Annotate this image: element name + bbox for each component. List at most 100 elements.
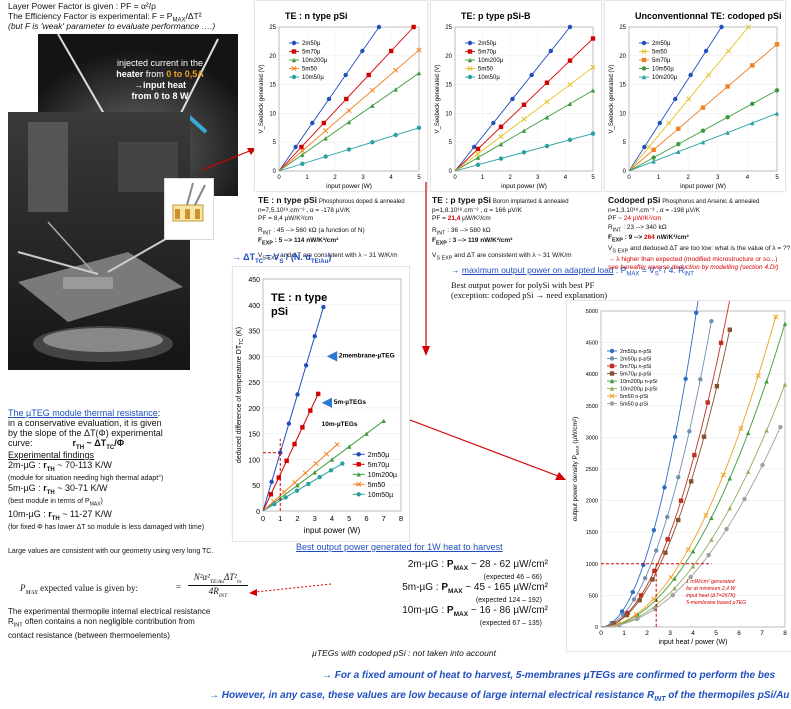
series-marker [294, 488, 300, 493]
best-output-block: Best output power generated for 1W heat … [296, 542, 503, 552]
y-axis-label: V_Seebeck generated (V) [609, 64, 615, 133]
series-marker [286, 421, 292, 426]
x-tick-label: 5 [714, 630, 718, 637]
series-marker [727, 327, 732, 332]
legend-marker [467, 74, 473, 80]
series-marker [471, 144, 477, 150]
series-marker [324, 451, 330, 457]
series-marker [343, 72, 348, 78]
y-tick-label: 4500 [586, 341, 598, 347]
legend-label: 10m50µ [652, 67, 674, 73]
series-marker [714, 383, 720, 389]
thermal-resistance-block: The µTEG module thermal resistance: in a… [8, 408, 163, 451]
series-marker [774, 42, 780, 47]
series-marker [742, 496, 747, 502]
legend-label: 2m50µ [652, 41, 671, 47]
series-marker [662, 485, 667, 490]
x-tick-label: 1 [278, 514, 282, 523]
x-tick-label: 3 [313, 514, 317, 523]
series-marker [281, 489, 287, 495]
series-line [262, 463, 343, 512]
chart-title: TE: p type pSi-B [461, 11, 531, 21]
chart-title: TE : n type pSi [285, 11, 348, 21]
best-row-5m: 5m-µG : PMAX ~ 45 - 165 µW/cm² [402, 582, 548, 595]
series-marker [774, 88, 780, 93]
series-marker [676, 141, 681, 147]
annotation-note: 5-membrane based µTEG [686, 600, 746, 606]
series-marker [302, 470, 308, 476]
series-marker [366, 72, 371, 78]
series-marker [764, 428, 769, 433]
legend-label: 10m200µ [368, 472, 397, 479]
y-tick-label: 350 [248, 329, 260, 336]
series-marker [651, 155, 656, 160]
series-marker [567, 82, 573, 88]
chart-dtc-svg: 0 50 100 150 200 250 300 350 400 450 0 1 2 3 4 5 6 7 8 inpu… [236, 277, 403, 535]
pmax-expected: PMAX expected value is given by: [20, 583, 139, 596]
legend-marker [291, 65, 297, 72]
annotation-2membrane: 2membrane-µTEG [339, 352, 395, 359]
series-marker [300, 152, 305, 157]
footer-line-2: → However, in any case, these values are… [209, 690, 790, 703]
series-marker [293, 144, 298, 150]
series-marker [567, 101, 573, 106]
x-tick-label: 2 [333, 175, 337, 181]
series-marker [764, 379, 769, 384]
props-p-type: TE : p type pSi Boron implanted & anneal… [432, 195, 572, 262]
y-tick-label: 0 [256, 509, 260, 516]
y-axis-label: output power density PMAX (µW/cm²) [572, 417, 580, 522]
arrow-to-pmax [409, 419, 566, 480]
series-marker [755, 373, 761, 379]
x-tick-label: 5 [591, 175, 595, 181]
series-marker [690, 548, 696, 554]
series-marker [364, 431, 369, 436]
chart-title-2: pSi [271, 306, 288, 318]
series-marker [700, 105, 706, 110]
x-tick-label: 2 [645, 630, 649, 637]
y-tick-label: 1500 [586, 530, 598, 536]
legend-marker [291, 40, 297, 46]
series-marker [638, 593, 644, 598]
series-marker [703, 512, 709, 518]
legend-marker [356, 452, 361, 457]
findings-block: Experimental findings 2m-µG : rTH ~ 70-1… [8, 450, 205, 531]
annotation-arrow [321, 397, 332, 408]
series-marker [370, 140, 375, 145]
x-tick-label: 0 [277, 175, 281, 181]
series-marker [746, 430, 751, 436]
series-marker [706, 552, 711, 558]
y-tick-label: 20 [269, 54, 276, 60]
series-marker [475, 162, 481, 167]
series-marker [347, 444, 352, 449]
legend-label: 10m200µ p-pSi [620, 387, 657, 393]
chart-vs-n-type: TE : n type pSi 0 5 10 15 20 25 0 1 2 3 4 5 input pow… [254, 0, 428, 192]
best-row-10m: 10m-µG : PMAX ~ 16 - 86 µW/cm² [402, 605, 548, 618]
series-marker [651, 527, 657, 533]
series-marker [567, 24, 573, 30]
series-marker [521, 102, 527, 107]
series-marker [672, 576, 677, 581]
y-tick-label: 0 [449, 169, 453, 175]
series-marker [295, 392, 300, 397]
legend-marker [609, 356, 615, 361]
series-marker [521, 128, 527, 133]
x-tick-label: 1 [305, 175, 309, 181]
legend-label: 5m70µ [478, 50, 497, 56]
y-tick-label: 2500 [586, 467, 598, 473]
y-tick-label: 5 [623, 140, 627, 146]
series-marker [642, 575, 648, 581]
sensor-schematic-drawing [172, 182, 206, 222]
series-marker [688, 574, 693, 580]
x-tick-label: 0 [453, 175, 457, 181]
chart-pmax: 0 500 1000 1500 2000 2500 3000 3500 4000 4500 5000… [566, 300, 791, 652]
y-tick-label: 1000 [586, 562, 598, 568]
legend-marker [609, 363, 615, 369]
legend-label: 2m50µ n-pSi [620, 349, 651, 355]
series-marker [306, 481, 311, 487]
series-marker [694, 310, 699, 316]
y-tick-label: 5 [449, 140, 453, 146]
x-tick-label: 2 [687, 175, 691, 181]
x-tick-label: 8 [783, 630, 787, 637]
series-marker [738, 425, 744, 431]
y-tick-label: 0 [595, 625, 598, 631]
